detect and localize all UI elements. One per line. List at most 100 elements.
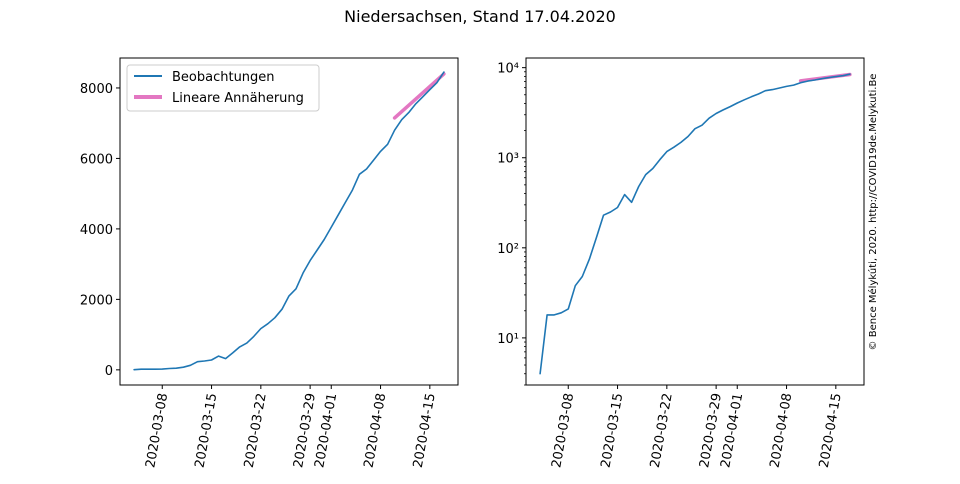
data-point-observed: [687, 135, 690, 138]
data-point-observed: [834, 75, 837, 78]
data-point-observed: [245, 342, 248, 345]
data-point-observed: [588, 258, 591, 261]
data-point-observed: [273, 316, 276, 319]
y-tick-label: 8000: [80, 82, 113, 97]
data-point-observed: [351, 189, 354, 192]
data-point-observed: [372, 159, 375, 162]
data-point-observed: [785, 85, 788, 88]
x-tick-label: 2020-04-15: [411, 392, 439, 469]
x-tick-label: 2020-03-08: [143, 392, 171, 469]
data-point-observed: [302, 271, 305, 274]
data-point-observed: [722, 108, 725, 111]
data-point-observed: [337, 213, 340, 216]
data-point-observed: [259, 327, 262, 330]
data-point-observed: [757, 93, 760, 96]
data-point-observed: [344, 201, 347, 204]
data-point-observed: [827, 76, 830, 79]
data-point-observed: [813, 79, 816, 82]
data-point-observed: [820, 77, 823, 80]
data-point-observed: [154, 368, 157, 371]
data-point-observed: [175, 367, 178, 370]
x-tick-label: 2020-04-15: [817, 392, 845, 469]
data-point-observed: [435, 81, 438, 84]
data-point-observed: [553, 313, 556, 316]
data-point-observed: [637, 185, 640, 188]
series-line-observed: [133, 71, 445, 371]
data-point-observed: [281, 308, 284, 311]
data-point-observed: [358, 173, 361, 176]
x-tick-label: 2020-03-08: [549, 392, 577, 469]
data-point-observed: [421, 95, 424, 98]
data-point-observed: [288, 294, 291, 297]
data-point-observed: [799, 81, 802, 84]
data-point-observed: [407, 111, 410, 114]
data-point-observed: [841, 74, 844, 77]
data-point-observed: [168, 367, 171, 370]
data-point-observed: [736, 102, 739, 105]
legend: Beobachtungen Lineare Annäherung: [126, 64, 320, 112]
data-point-observed: [182, 366, 185, 369]
data-point-observed: [386, 143, 389, 146]
x-tick-label: 2020-04-08: [362, 392, 390, 469]
data-point-observed: [715, 112, 718, 115]
data-point-fit: [393, 116, 396, 119]
data-point-observed: [792, 84, 795, 87]
data-point-observed: [231, 351, 234, 354]
data-point-observed: [539, 372, 542, 375]
y-tick-label: 4000: [80, 223, 113, 238]
log-chart: 2020-03-08 2020-03-15 2020-03-22 2020-03-29…: [497, 57, 865, 469]
data-point-observed: [764, 89, 767, 92]
data-point-observed: [778, 87, 781, 90]
data-point-observed: [848, 73, 851, 76]
x-tick-label: 2020-03-15: [193, 392, 221, 469]
series-line-linear-fit: [392, 72, 446, 120]
data-point-observed: [560, 311, 563, 314]
data-point-observed: [574, 284, 577, 287]
y-tick-label: 2000: [80, 293, 113, 308]
data-point-observed: [651, 167, 654, 170]
linear-chart: 2020-03-08 2020-03-15 2020-03-22 2020-03-29…: [80, 57, 459, 469]
data-point-observed: [595, 236, 598, 239]
x-tick-label: 2020-03-22: [648, 392, 676, 469]
y-tick-label: 10¹: [497, 332, 519, 347]
x-tick-label: 2020-04-08: [768, 392, 796, 469]
data-point-observed: [609, 211, 612, 214]
y-tick-label: 10³: [497, 152, 519, 167]
data-point-observed: [623, 193, 626, 196]
data-point-observed: [196, 360, 199, 363]
data-point-observed: [694, 127, 697, 130]
data-point-observed: [379, 150, 382, 153]
data-point-observed: [806, 80, 809, 83]
data-point-observed: [252, 335, 255, 338]
figure-title: Niedersachsen, Stand 17.04.2020: [344, 7, 616, 26]
legend-frame: [126, 64, 320, 112]
y-tick-label: 10²: [497, 242, 519, 257]
data-point-observed: [602, 214, 605, 217]
data-point-observed: [567, 307, 570, 310]
data-point-observed: [133, 368, 136, 371]
data-point-observed: [750, 95, 753, 98]
data-point-observed: [316, 249, 319, 252]
data-point-observed: [672, 146, 675, 149]
x-tick-label: 2020-03-22: [242, 392, 270, 469]
plot-frame: [119, 57, 459, 386]
data-point-observed: [295, 287, 298, 290]
y-tick-label: 10⁴: [497, 62, 519, 77]
data-point-observed: [658, 158, 661, 161]
y-tick-label: 6000: [80, 152, 113, 167]
data-point-observed: [729, 105, 732, 108]
data-point-observed: [224, 357, 227, 360]
legend-label-observed: Beobachtungen: [172, 70, 275, 85]
plot-frame: [525, 57, 865, 386]
data-point-observed: [365, 168, 368, 171]
data-point-observed: [266, 322, 269, 325]
data-point-observed: [210, 359, 213, 362]
data-point-observed: [546, 313, 549, 316]
data-point-observed: [581, 275, 584, 278]
data-point-observed: [644, 173, 647, 176]
data-point-observed: [708, 117, 711, 120]
data-point-observed: [428, 88, 431, 91]
data-point-observed: [140, 368, 143, 371]
